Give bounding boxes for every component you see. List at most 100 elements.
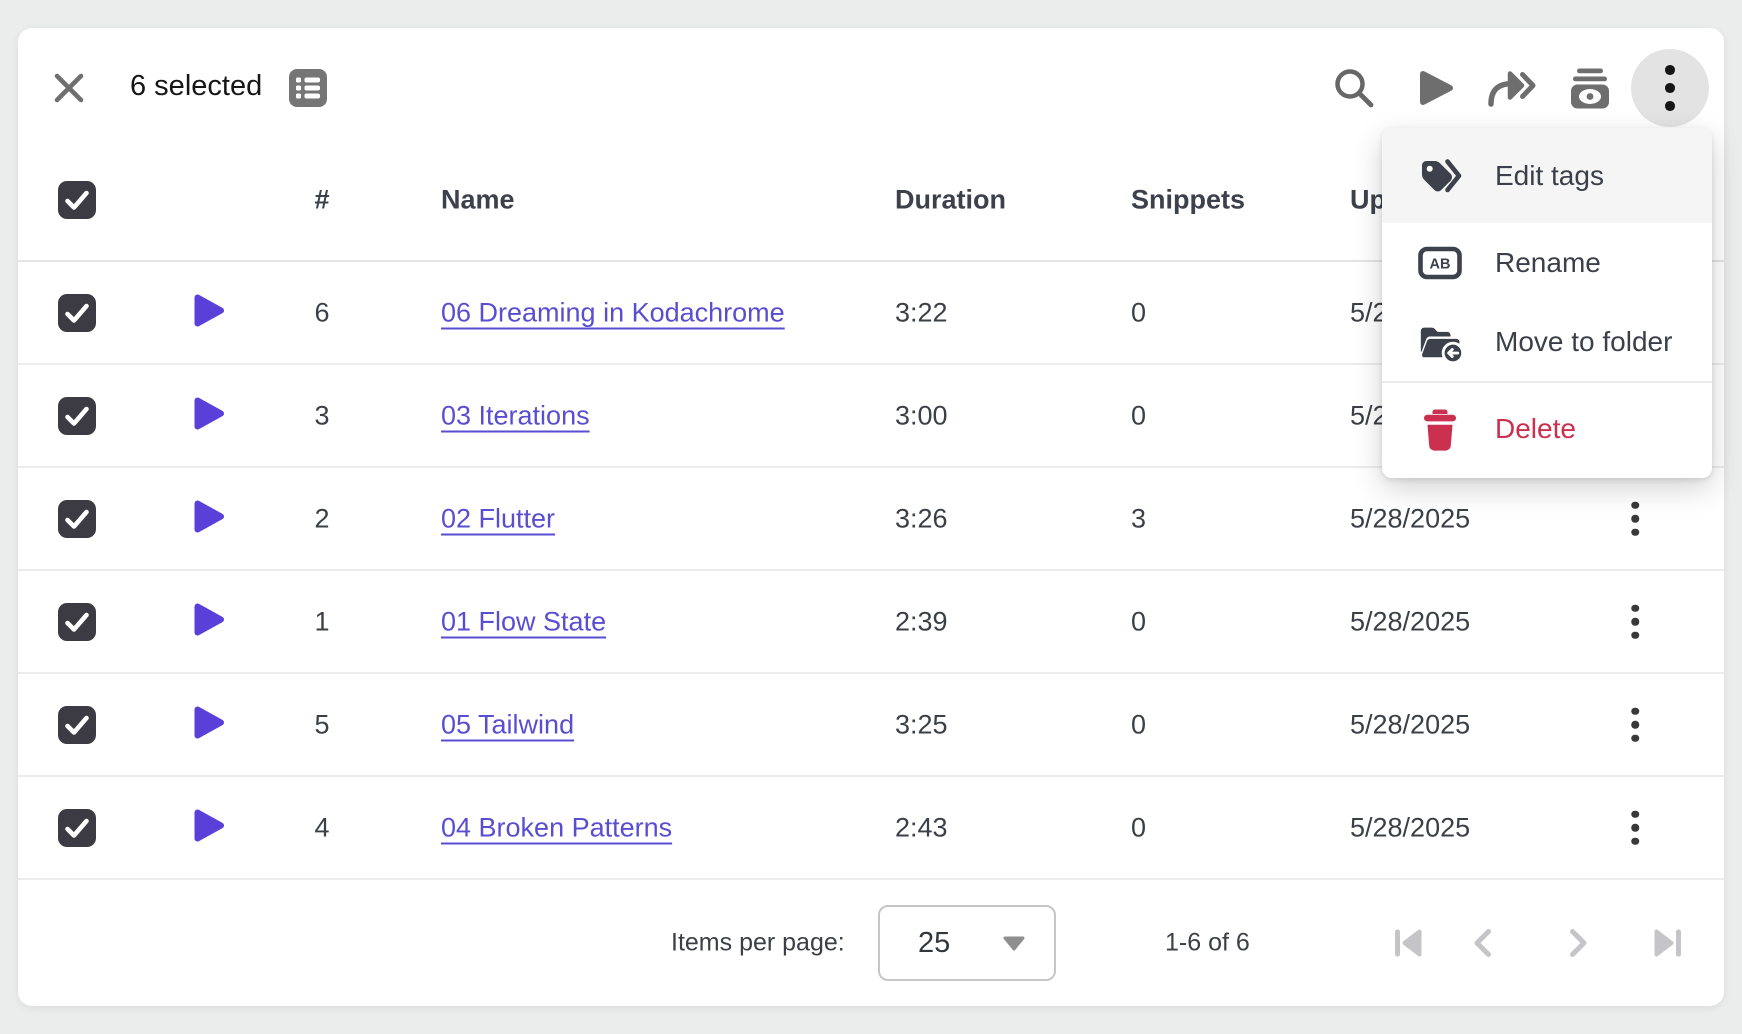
track-number: 1: [314, 606, 330, 636]
selection-toolbar: 6 selected: [18, 28, 1724, 140]
items-per-page-value: 25: [918, 926, 951, 959]
table-row: 6 06 Dreaming in Kodachrome 3:22 0 5/28/…: [18, 262, 1724, 365]
track-uploaded: 5/28/2025: [1350, 812, 1471, 842]
archive-button[interactable]: [1568, 67, 1612, 109]
next-page-icon: [1560, 929, 1596, 966]
menu-item-edit-tags[interactable]: Edit tags: [1382, 128, 1712, 223]
menu-item-label: Rename: [1495, 246, 1601, 278]
table-row: 2 02 Flutter 3:26 3 5/28/2025: [18, 468, 1724, 571]
track-name-link[interactable]: 04 Broken Patterns: [441, 812, 673, 842]
row-play-button[interactable]: [190, 393, 228, 433]
share-all-icon: [1484, 71, 1538, 113]
track-name-link[interactable]: 06 Dreaming in Kodachrome: [441, 297, 785, 327]
search-button[interactable]: [1331, 65, 1377, 111]
column-header-snippets: Snippets: [1131, 184, 1246, 215]
search-icon: [1331, 69, 1377, 114]
menu-item-rename[interactable]: AB Rename: [1382, 223, 1712, 302]
previous-page-icon: [1465, 929, 1501, 966]
next-page-button[interactable]: [1560, 923, 1596, 963]
checkbox-checked-icon: [58, 181, 96, 219]
play-icon: [1415, 71, 1457, 113]
archive-icon: [1568, 68, 1612, 112]
row-checkbox[interactable]: [58, 602, 96, 641]
track-name-link[interactable]: 01 Flow State: [441, 606, 607, 636]
menu-item-delete[interactable]: Delete: [1382, 381, 1712, 474]
track-snippets: 0: [1131, 606, 1147, 636]
column-header-duration: Duration: [895, 184, 1006, 215]
rename-ab-icon: AB: [1417, 243, 1463, 283]
column-header-name: Name: [441, 184, 515, 215]
row-menu-button[interactable]: [1625, 804, 1645, 851]
selection-count-label: 6 selected: [130, 70, 263, 103]
track-duration: 3:25: [895, 709, 948, 739]
play-icon: [190, 603, 228, 642]
track-duration: 2:39: [895, 606, 948, 636]
track-name-link[interactable]: 05 Tailwind: [441, 709, 575, 739]
select-all-checkbox[interactable]: [58, 181, 96, 219]
menu-item-move-to-folder[interactable]: Move to folder: [1382, 302, 1712, 381]
track-snippets: 0: [1131, 297, 1147, 327]
track-name-link[interactable]: 02 Flutter: [441, 503, 556, 533]
first-page-icon: [1387, 929, 1429, 966]
share-all-button[interactable]: [1484, 66, 1538, 110]
play-icon: [190, 706, 228, 745]
track-snippets: 0: [1131, 400, 1147, 430]
row-menu-button[interactable]: [1625, 598, 1645, 645]
row-play-button[interactable]: [190, 702, 228, 742]
row-checkbox[interactable]: [58, 396, 96, 435]
track-number: 3: [314, 400, 330, 430]
play-selected-button[interactable]: [1415, 66, 1457, 110]
row-checkbox[interactable]: [58, 808, 96, 847]
paginator: Items per page: 25 1-6 of 6: [18, 880, 1724, 1006]
play-icon: [190, 397, 228, 436]
row-checkbox[interactable]: [58, 705, 96, 744]
table-row: 4 04 Broken Patterns 2:43 0 5/28/2025: [18, 777, 1724, 880]
table-row: 1 01 Flow State 2:39 0 5/28/2025: [18, 571, 1724, 674]
track-list-card: 6 selected: [18, 28, 1724, 1006]
track-duration: 3:00: [895, 400, 948, 430]
items-per-page-select[interactable]: 25: [878, 905, 1056, 981]
track-duration: 3:26: [895, 503, 948, 533]
last-page-button[interactable]: [1647, 923, 1689, 963]
folder-move-icon: [1417, 321, 1463, 363]
row-play-button[interactable]: [190, 496, 228, 536]
close-selection-button[interactable]: [52, 71, 86, 105]
row-checkbox[interactable]: [58, 293, 96, 332]
track-snippets: 0: [1131, 709, 1147, 739]
table-row: 5 05 Tailwind 3:25 0 5/28/2025: [18, 674, 1724, 777]
row-checkbox[interactable]: [58, 499, 96, 538]
row-menu-button[interactable]: [1625, 495, 1645, 542]
play-icon: [190, 500, 228, 539]
track-uploaded: 5/28/2025: [1350, 709, 1471, 739]
trash-icon: [1417, 407, 1463, 451]
items-per-page-label: Items per page:: [671, 928, 845, 957]
previous-page-button[interactable]: [1465, 923, 1501, 963]
track-uploaded: 5/28/2025: [1350, 606, 1471, 636]
column-header-number: #: [314, 184, 330, 215]
menu-item-label: Delete: [1495, 412, 1576, 444]
row-menu-button[interactable]: [1625, 701, 1645, 748]
track-snippets: 0: [1131, 812, 1147, 842]
page-range-label: 1-6 of 6: [1165, 928, 1250, 957]
row-play-button[interactable]: [190, 599, 228, 639]
close-icon: [52, 73, 86, 108]
tags-icon: [1417, 156, 1463, 196]
track-number: 6: [314, 297, 330, 327]
row-play-button[interactable]: [190, 290, 228, 330]
track-snippets: 3: [1131, 503, 1147, 533]
track-uploaded: 5/28/2025: [1350, 503, 1471, 533]
svg-text:AB: AB: [1430, 256, 1451, 272]
menu-item-label: Move to folder: [1495, 325, 1673, 357]
menu-item-label: Edit tags: [1495, 159, 1604, 191]
chevron-down-icon: [1002, 935, 1026, 952]
track-number: 2: [314, 503, 330, 533]
more-options-button[interactable]: [1631, 49, 1709, 127]
track-name-link[interactable]: 03 Iterations: [441, 400, 590, 430]
track-duration: 3:22: [895, 297, 948, 327]
row-play-button[interactable]: [190, 805, 228, 845]
track-duration: 2:43: [895, 812, 948, 842]
context-menu: Edit tags AB Rename Move to folder: [1382, 128, 1712, 478]
queue-list-button[interactable]: [289, 69, 327, 107]
first-page-button[interactable]: [1387, 923, 1429, 963]
last-page-icon: [1647, 929, 1689, 966]
